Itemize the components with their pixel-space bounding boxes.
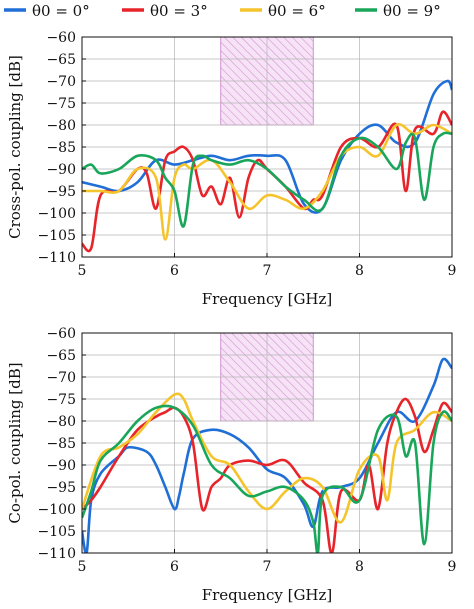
- x-tick-label: 5: [78, 263, 87, 279]
- series-line-2: [82, 392, 452, 524]
- y-tick-label: −95: [46, 480, 76, 496]
- x-axis-label: Frequency [GHz]: [202, 586, 333, 604]
- y-tick-label: −110: [38, 250, 76, 266]
- y-tick-label: −65: [46, 348, 76, 364]
- y-tick-label: −90: [46, 162, 76, 178]
- y-tick-label: −70: [46, 74, 76, 90]
- y-tick-label: −100: [38, 206, 76, 222]
- x-tick-label: 5: [78, 559, 87, 575]
- x-tick-label: 7: [263, 263, 272, 279]
- y-tick-label: −80: [46, 118, 76, 134]
- y-tick-label: −85: [46, 140, 76, 156]
- y-tick-label: −60: [46, 30, 76, 46]
- series-line-3: [82, 131, 452, 228]
- series-line-1: [82, 397, 452, 553]
- cross-pol-panel: 5 6 7 8 9 −60 −65 −70 −75 −80 −85 −90 −95 −100 −105 −11…: [6, 30, 456, 308]
- y-tick-label: −90: [46, 458, 76, 474]
- legend-label: θ0 = 9°: [383, 2, 441, 20]
- x-axis-label: Frequency [GHz]: [202, 290, 333, 308]
- y-tick-label: −100: [38, 502, 76, 518]
- x-tick-label: 6: [170, 263, 179, 279]
- y-tick-label: −105: [38, 524, 76, 540]
- y-tick-label: −85: [46, 436, 76, 452]
- x-tick-label: 6: [170, 559, 179, 575]
- y-tick-label: −70: [46, 370, 76, 386]
- legend-label: θ0 = 3°: [150, 2, 208, 20]
- legend-label: θ0 = 6°: [268, 2, 326, 20]
- y-axis-label: Cross-pol. coupling [dB]: [6, 55, 24, 239]
- x-tick-label: 9: [448, 263, 457, 279]
- y-tick-label: −95: [46, 184, 76, 200]
- series-line-0: [82, 79, 452, 214]
- y-tick-label: −105: [38, 228, 76, 244]
- x-tick-label: 8: [355, 559, 364, 575]
- y-tick-label: −75: [46, 392, 76, 408]
- legend: θ0 = 0° θ0 = 3° θ0 = 6° θ0 = 9°: [4, 2, 441, 20]
- legend-label: θ0 = 0°: [32, 2, 90, 20]
- y-tick-label: −80: [46, 414, 76, 430]
- y-tick-label: −75: [46, 96, 76, 112]
- y-axis-label: Co-pol. coupling [dB]: [6, 362, 24, 523]
- series-line-3: [82, 404, 452, 553]
- y-tick-label: −110: [38, 546, 76, 562]
- x-tick-label: 9: [448, 559, 457, 575]
- y-tick-label: −65: [46, 52, 76, 68]
- co-pol-panel: 5 6 7 8 9 −60 −65 −70 −75 −80 −85 −90 −95 −100 −105 −11…: [6, 326, 456, 604]
- y-tick-label: −60: [46, 326, 76, 342]
- x-tick-label: 8: [355, 263, 364, 279]
- x-tick-label: 7: [263, 559, 272, 575]
- series-line-2: [82, 123, 452, 241]
